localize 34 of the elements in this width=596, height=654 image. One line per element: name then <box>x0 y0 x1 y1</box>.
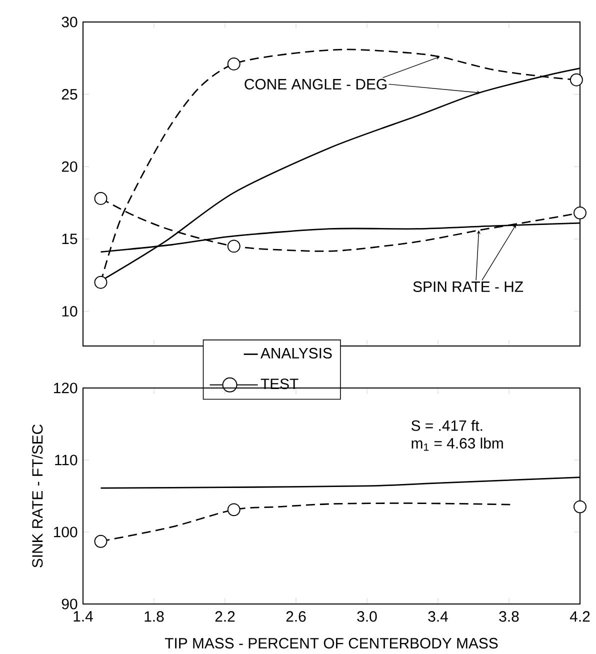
y-axis-title: SINK RATE - FT/SEC <box>32 424 43 568</box>
x-tick-label: 2.6 <box>286 611 306 622</box>
point <box>94 534 108 548</box>
y-tick-label: 120 <box>54 382 78 394</box>
point <box>227 57 240 70</box>
y-tick-label: 30 <box>62 16 78 28</box>
x-tick-label: 3.0 <box>357 611 377 622</box>
x-tick-label: 4.2 <box>570 611 590 622</box>
point <box>94 192 108 205</box>
y-tick-label: 25 <box>62 89 78 100</box>
point <box>476 90 481 94</box>
point <box>94 276 108 289</box>
annotation: S = .417 ft. <box>411 420 482 431</box>
x-tick-label: 2.2 <box>215 611 235 622</box>
y-tick-label: 100 <box>54 526 78 538</box>
point <box>227 503 240 516</box>
annotation: SPIN RATE - HZ <box>413 281 524 292</box>
annotation: CONE ANGLE - DEG <box>244 78 386 90</box>
x-tick-label: 1.8 <box>144 611 164 622</box>
y-tick-label: 20 <box>62 161 78 172</box>
y-tick-label: 90 <box>62 598 78 610</box>
legend-label: ANALYSIS <box>260 348 332 358</box>
point <box>574 206 586 220</box>
y-tick-label: 110 <box>55 454 78 466</box>
point <box>227 240 240 253</box>
point <box>570 73 583 86</box>
y-tick-label: 15 <box>62 234 78 244</box>
x-tick-label: 1.4 <box>74 611 93 622</box>
x-tick-label: 3.4 <box>428 611 448 622</box>
annotation: m$_{1}$ = 4.63 lbm <box>412 438 503 451</box>
point <box>574 500 586 514</box>
x-axis-title: TIP MASS - PERCENT OF CENTERBODY MASS <box>164 638 498 648</box>
y-tick-label: 10 <box>62 306 78 317</box>
x-tick-label: 3.8 <box>499 611 519 622</box>
